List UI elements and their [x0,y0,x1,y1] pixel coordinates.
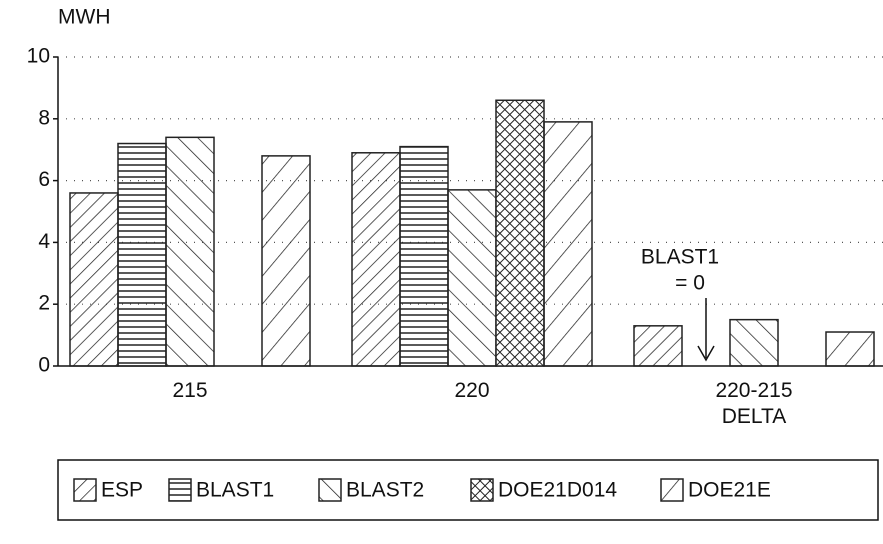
bar [399,145,449,367]
annotation-arrowhead [697,345,715,362]
y-tick-label: 2 [38,292,50,315]
x-tick-label: 220-215 DELTA [715,379,793,428]
bar [69,192,119,367]
bar [729,318,779,367]
y-tick-label: 10 [27,45,50,68]
legend-box [57,459,879,521]
y-axis-label: MWH [58,6,110,29]
y-tick-label: 0 [38,354,50,377]
bar [825,331,875,367]
legend-label: DOE21E [688,479,771,502]
legend-swatch [318,478,342,502]
x-tick-label: 215 [172,379,208,402]
legend-swatch [168,478,192,502]
y-tick-label: 6 [38,168,50,191]
legend-swatch [660,478,684,502]
legend-label: ESP [101,479,143,502]
bar [495,99,545,367]
annotation: BLAST1 [641,246,719,269]
bar [633,325,683,367]
bar [447,189,497,367]
annotation: = 0 [675,272,705,295]
legend-label: BLAST1 [196,479,274,502]
bar [543,121,593,367]
legend-swatch [470,478,494,502]
bar [261,155,311,367]
legend-label: BLAST2 [346,479,424,502]
y-tick-label: 4 [38,230,50,253]
bar [351,152,401,367]
legend-swatch [73,478,97,502]
bar [117,142,167,367]
x-tick-label: 220 [454,379,490,402]
legend-label: DOE21D014 [498,479,617,502]
y-tick-label: 8 [38,106,50,129]
bar [165,136,215,367]
